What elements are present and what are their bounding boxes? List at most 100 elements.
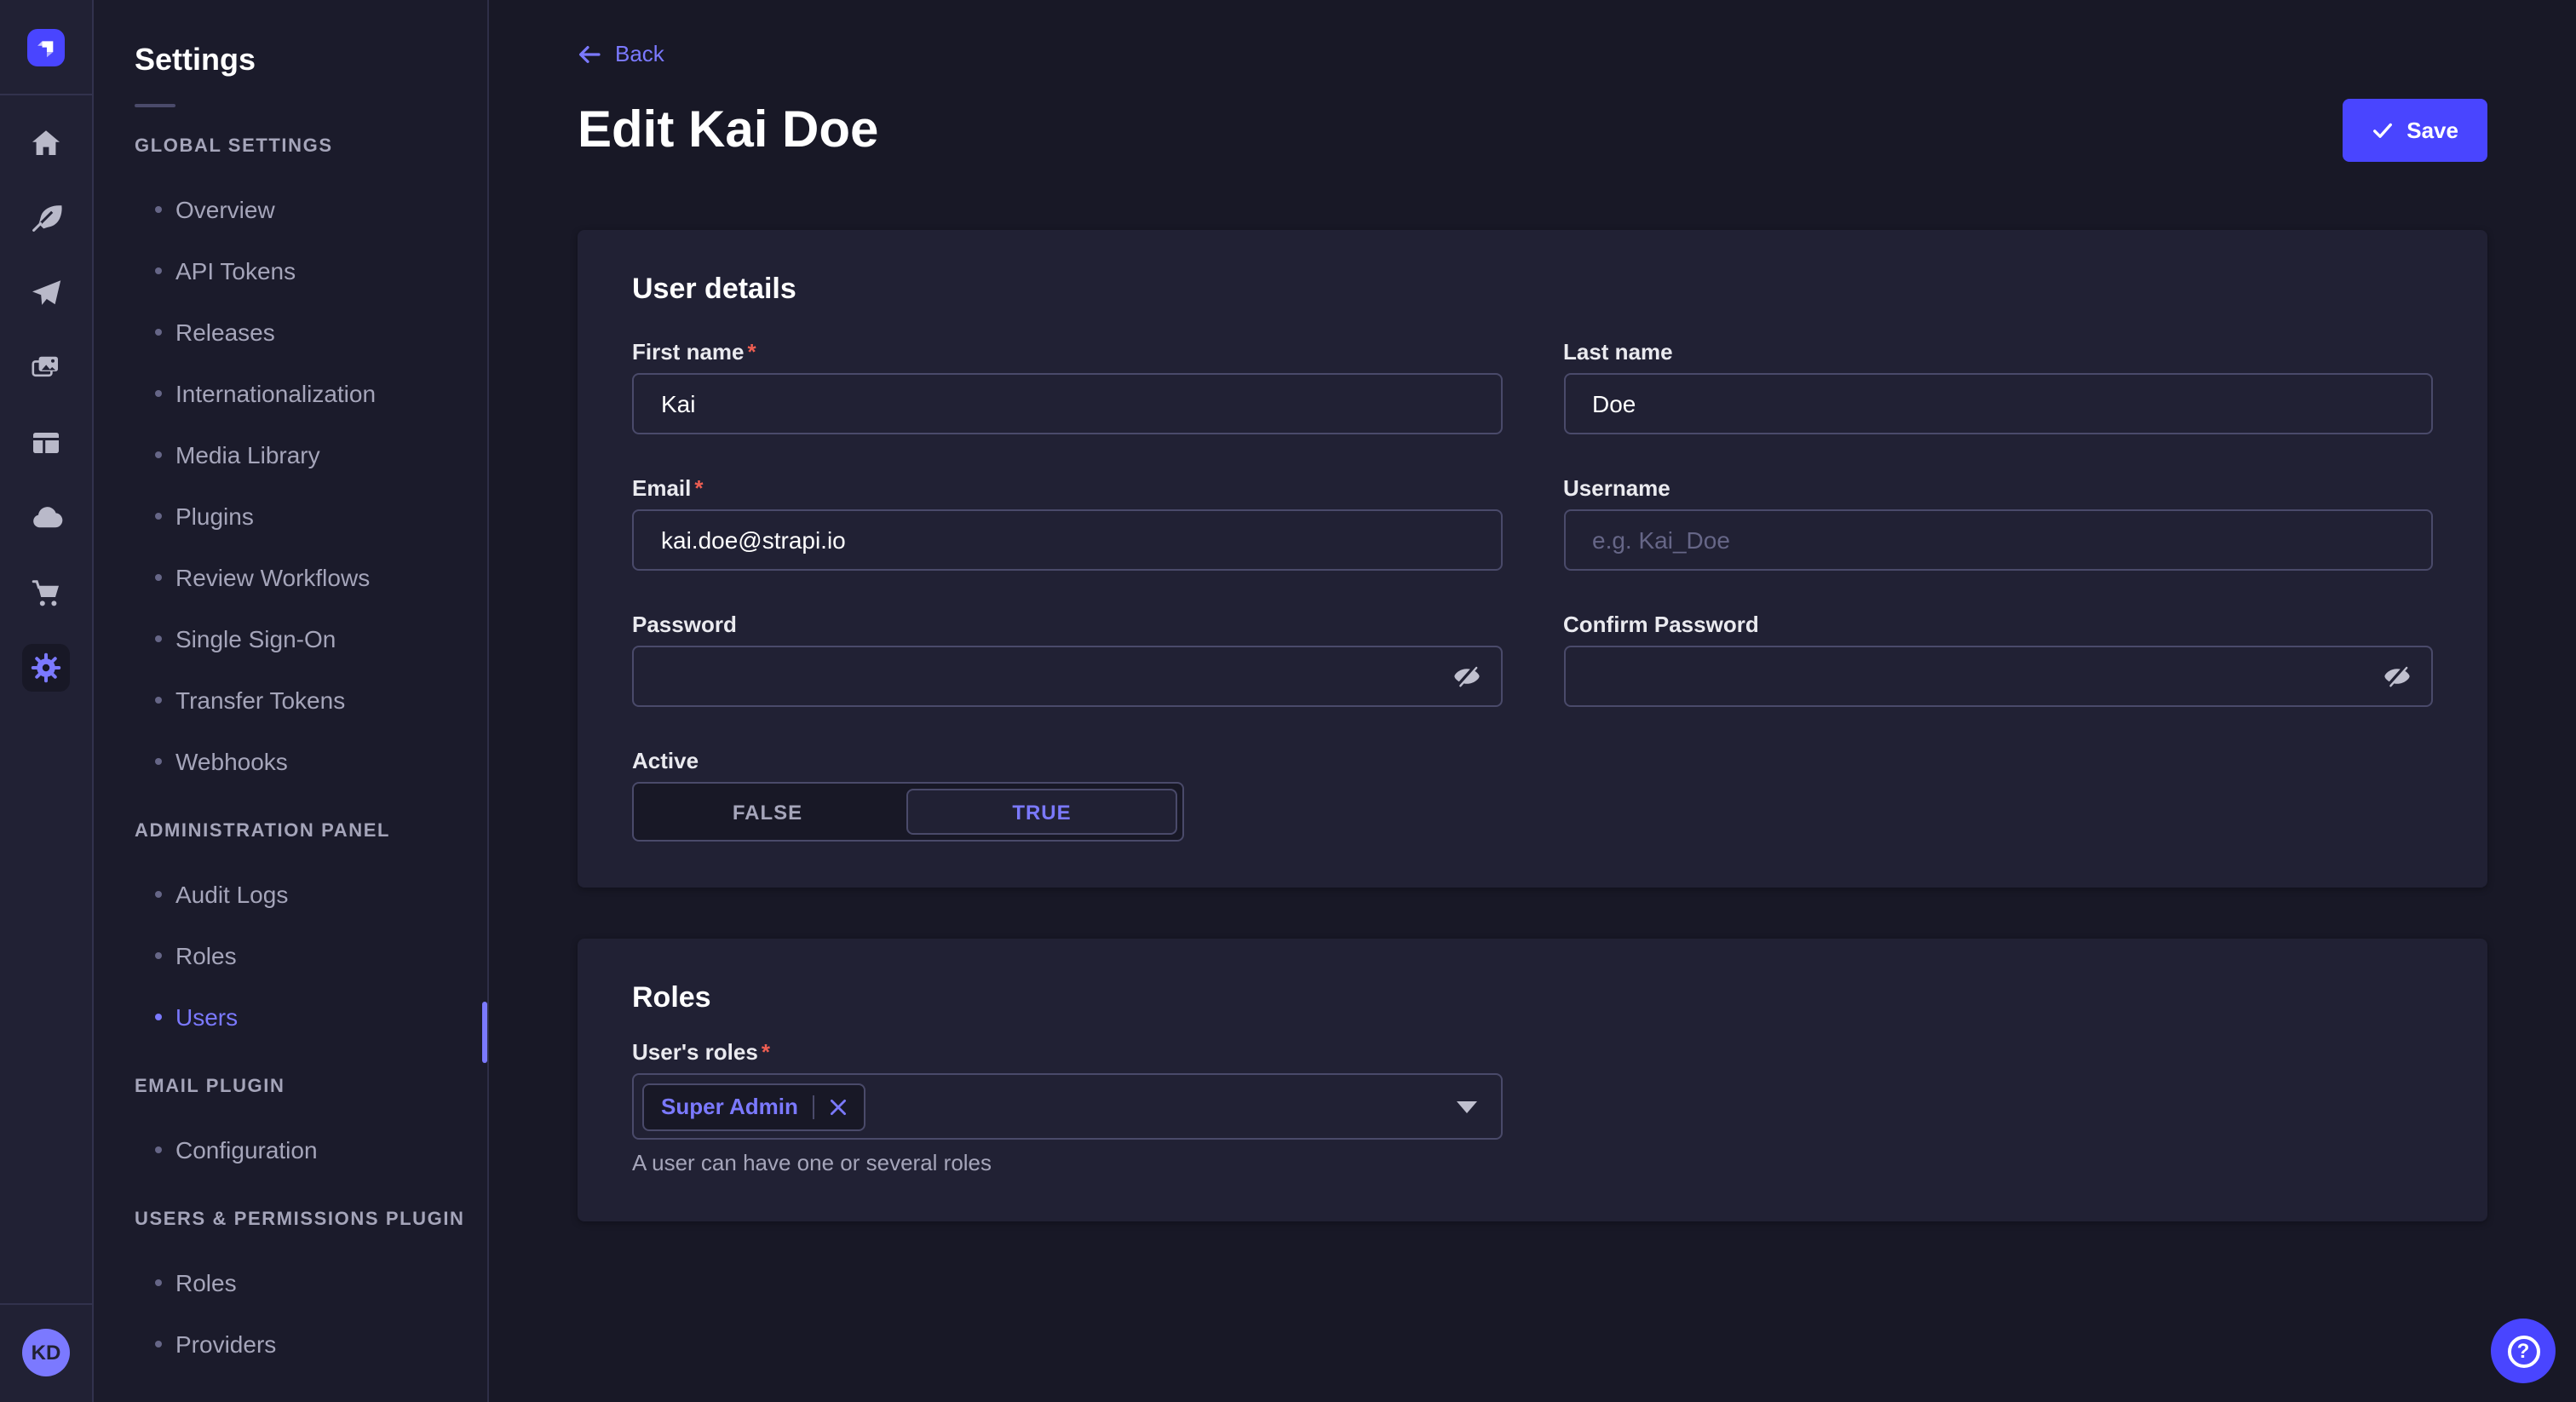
content-manager-icon[interactable] [22,419,70,467]
first-name-field: First name * [632,339,1502,434]
bullet-icon [155,206,162,213]
toggle-confirm-password-visibility-button[interactable] [2382,661,2412,692]
close-icon [831,1099,847,1114]
bullet-icon [155,758,162,765]
confirm-password-field: Confirm Password [1563,612,2433,707]
rail-icon-nav [22,95,70,1303]
bullet-icon [155,1146,162,1153]
last-name-field: Last name [1563,339,2433,434]
bullet-icon [155,329,162,336]
sidebar-item-review-workflows[interactable]: Review Workflows [94,547,487,608]
password-input[interactable] [632,646,1502,707]
section-label: GLOBAL SETTINGS [135,136,333,157]
check-icon [2372,123,2392,138]
sidebar-item-releases[interactable]: Releases [94,302,487,363]
bullet-icon [155,635,162,642]
user-details-card: User details First name* Last name Email… [578,230,2487,888]
toggle-password-visibility-button[interactable] [1451,661,1481,692]
section-label: USERS & PERMISSIONS PLUGIN [135,1210,465,1230]
sidebar-item-overview[interactable]: Overview [94,179,487,240]
settings-icon[interactable] [22,644,70,692]
sidebar-section-email-plugin: EMAIL PLUGIN Configuration [94,1075,487,1181]
eye-off-icon [1453,665,1479,687]
sidebar-item-providers[interactable]: Providers [94,1313,487,1375]
toggle-option-false[interactable]: FALSE [732,800,803,824]
content-type-builder-icon[interactable] [22,194,70,242]
role-tag: Super Admin [642,1083,866,1130]
bullet-icon [155,513,162,520]
email-label: Email * [632,475,704,501]
question-mark-icon: ? [2507,1335,2539,1367]
sidebar-item-internationalization[interactable]: Internationalization [94,363,487,424]
sidebar-item-api-tokens[interactable]: API Tokens [94,240,487,302]
back-link[interactable]: Back [578,41,664,68]
required-mark: * [747,339,756,365]
active-field: Active FALSE TRUE [632,748,1502,842]
bullet-icon [155,267,162,274]
user-roles-label: User's roles * [632,1039,770,1065]
roles-card: Roles User's roles * Super Admin [578,939,2487,1221]
section-label: EMAIL PLUGIN [135,1077,285,1097]
sidebar-item-plugins[interactable]: Plugins [94,486,487,547]
rail-bottom-area: KD [0,1303,92,1402]
sidebar-item-up-roles[interactable]: Roles [94,1252,487,1313]
avatar[interactable]: KD [22,1329,70,1376]
bullet-icon [155,891,162,898]
sidebar-item-webhooks[interactable]: Webhooks [94,731,487,792]
card-heading: Roles [632,981,711,1014]
bullet-icon [155,390,162,397]
sidebar-item-configuration[interactable]: Configuration [94,1119,487,1181]
main-content: Back Edit Kai Doe Save User details Firs… [489,0,2576,1402]
bullet-icon [155,697,162,704]
user-roles-field: User's roles * Super Admin [632,1039,1502,1175]
strapi-logo-icon[interactable] [27,28,65,66]
active-toggle[interactable]: FALSE TRUE [632,782,1184,842]
marketplace-icon[interactable] [22,569,70,617]
main-nav-rail: KD [0,0,94,1402]
save-button[interactable]: Save [2342,99,2487,162]
sidebar-title-divider [135,104,175,107]
last-name-input[interactable] [1563,373,2433,434]
cloud-icon[interactable] [22,494,70,542]
sidebar-item-transfer-tokens[interactable]: Transfer Tokens [94,669,487,731]
username-field: Username [1563,475,2433,571]
remove-role-button[interactable] [831,1098,848,1115]
required-mark: * [694,475,704,501]
chevron-down-icon [1456,1100,1476,1112]
releases-icon[interactable] [22,269,70,317]
email-input[interactable] [632,509,1502,571]
user-roles-select[interactable]: Super Admin [632,1073,1502,1140]
section-label: ADMINISTRATION PANEL [135,821,391,842]
sidebar-item-admin-roles[interactable]: Roles [94,925,487,986]
sidebar-section-global-settings: GLOBAL SETTINGS Overview API Tokens Rele… [94,135,487,792]
email-field: Email * [632,475,1502,571]
eye-off-icon [2384,665,2410,687]
arrow-left-icon [579,46,601,63]
sidebar-section-users-permissions-plugin: USERS & PERMISSIONS PLUGIN Roles Provide… [94,1208,487,1375]
password-label: Password [632,612,737,637]
confirm-password-label: Confirm Password [1563,612,1759,637]
sidebar-item-single-sign-on[interactable]: Single Sign-On [94,608,487,669]
last-name-label: Last name [1563,339,1673,365]
bullet-icon [155,574,162,581]
active-label: Active [632,748,699,773]
first-name-input[interactable] [632,373,1502,434]
password-field: Password [632,612,1502,707]
home-icon[interactable] [22,119,70,167]
rail-logo-area [0,0,92,95]
help-button[interactable]: ? [2491,1319,2556,1383]
first-name-label: First name * [632,339,756,365]
page-title: Edit Kai Doe [578,102,879,158]
settings-sidebar: Settings GLOBAL SETTINGS Overview API To… [94,0,489,1402]
media-library-icon[interactable] [22,344,70,392]
sidebar-section-administration-panel: ADMINISTRATION PANEL Audit Logs Roles Us… [94,819,487,1048]
username-label: Username [1563,475,1670,501]
username-input[interactable] [1563,509,2433,571]
confirm-password-input[interactable] [1563,646,2433,707]
bullet-icon [155,1279,162,1286]
sidebar-item-users[interactable]: Users [94,986,487,1048]
sidebar-item-audit-logs[interactable]: Audit Logs [94,864,487,925]
toggle-option-true[interactable]: TRUE [906,789,1177,835]
sidebar-item-media-library[interactable]: Media Library [94,424,487,486]
